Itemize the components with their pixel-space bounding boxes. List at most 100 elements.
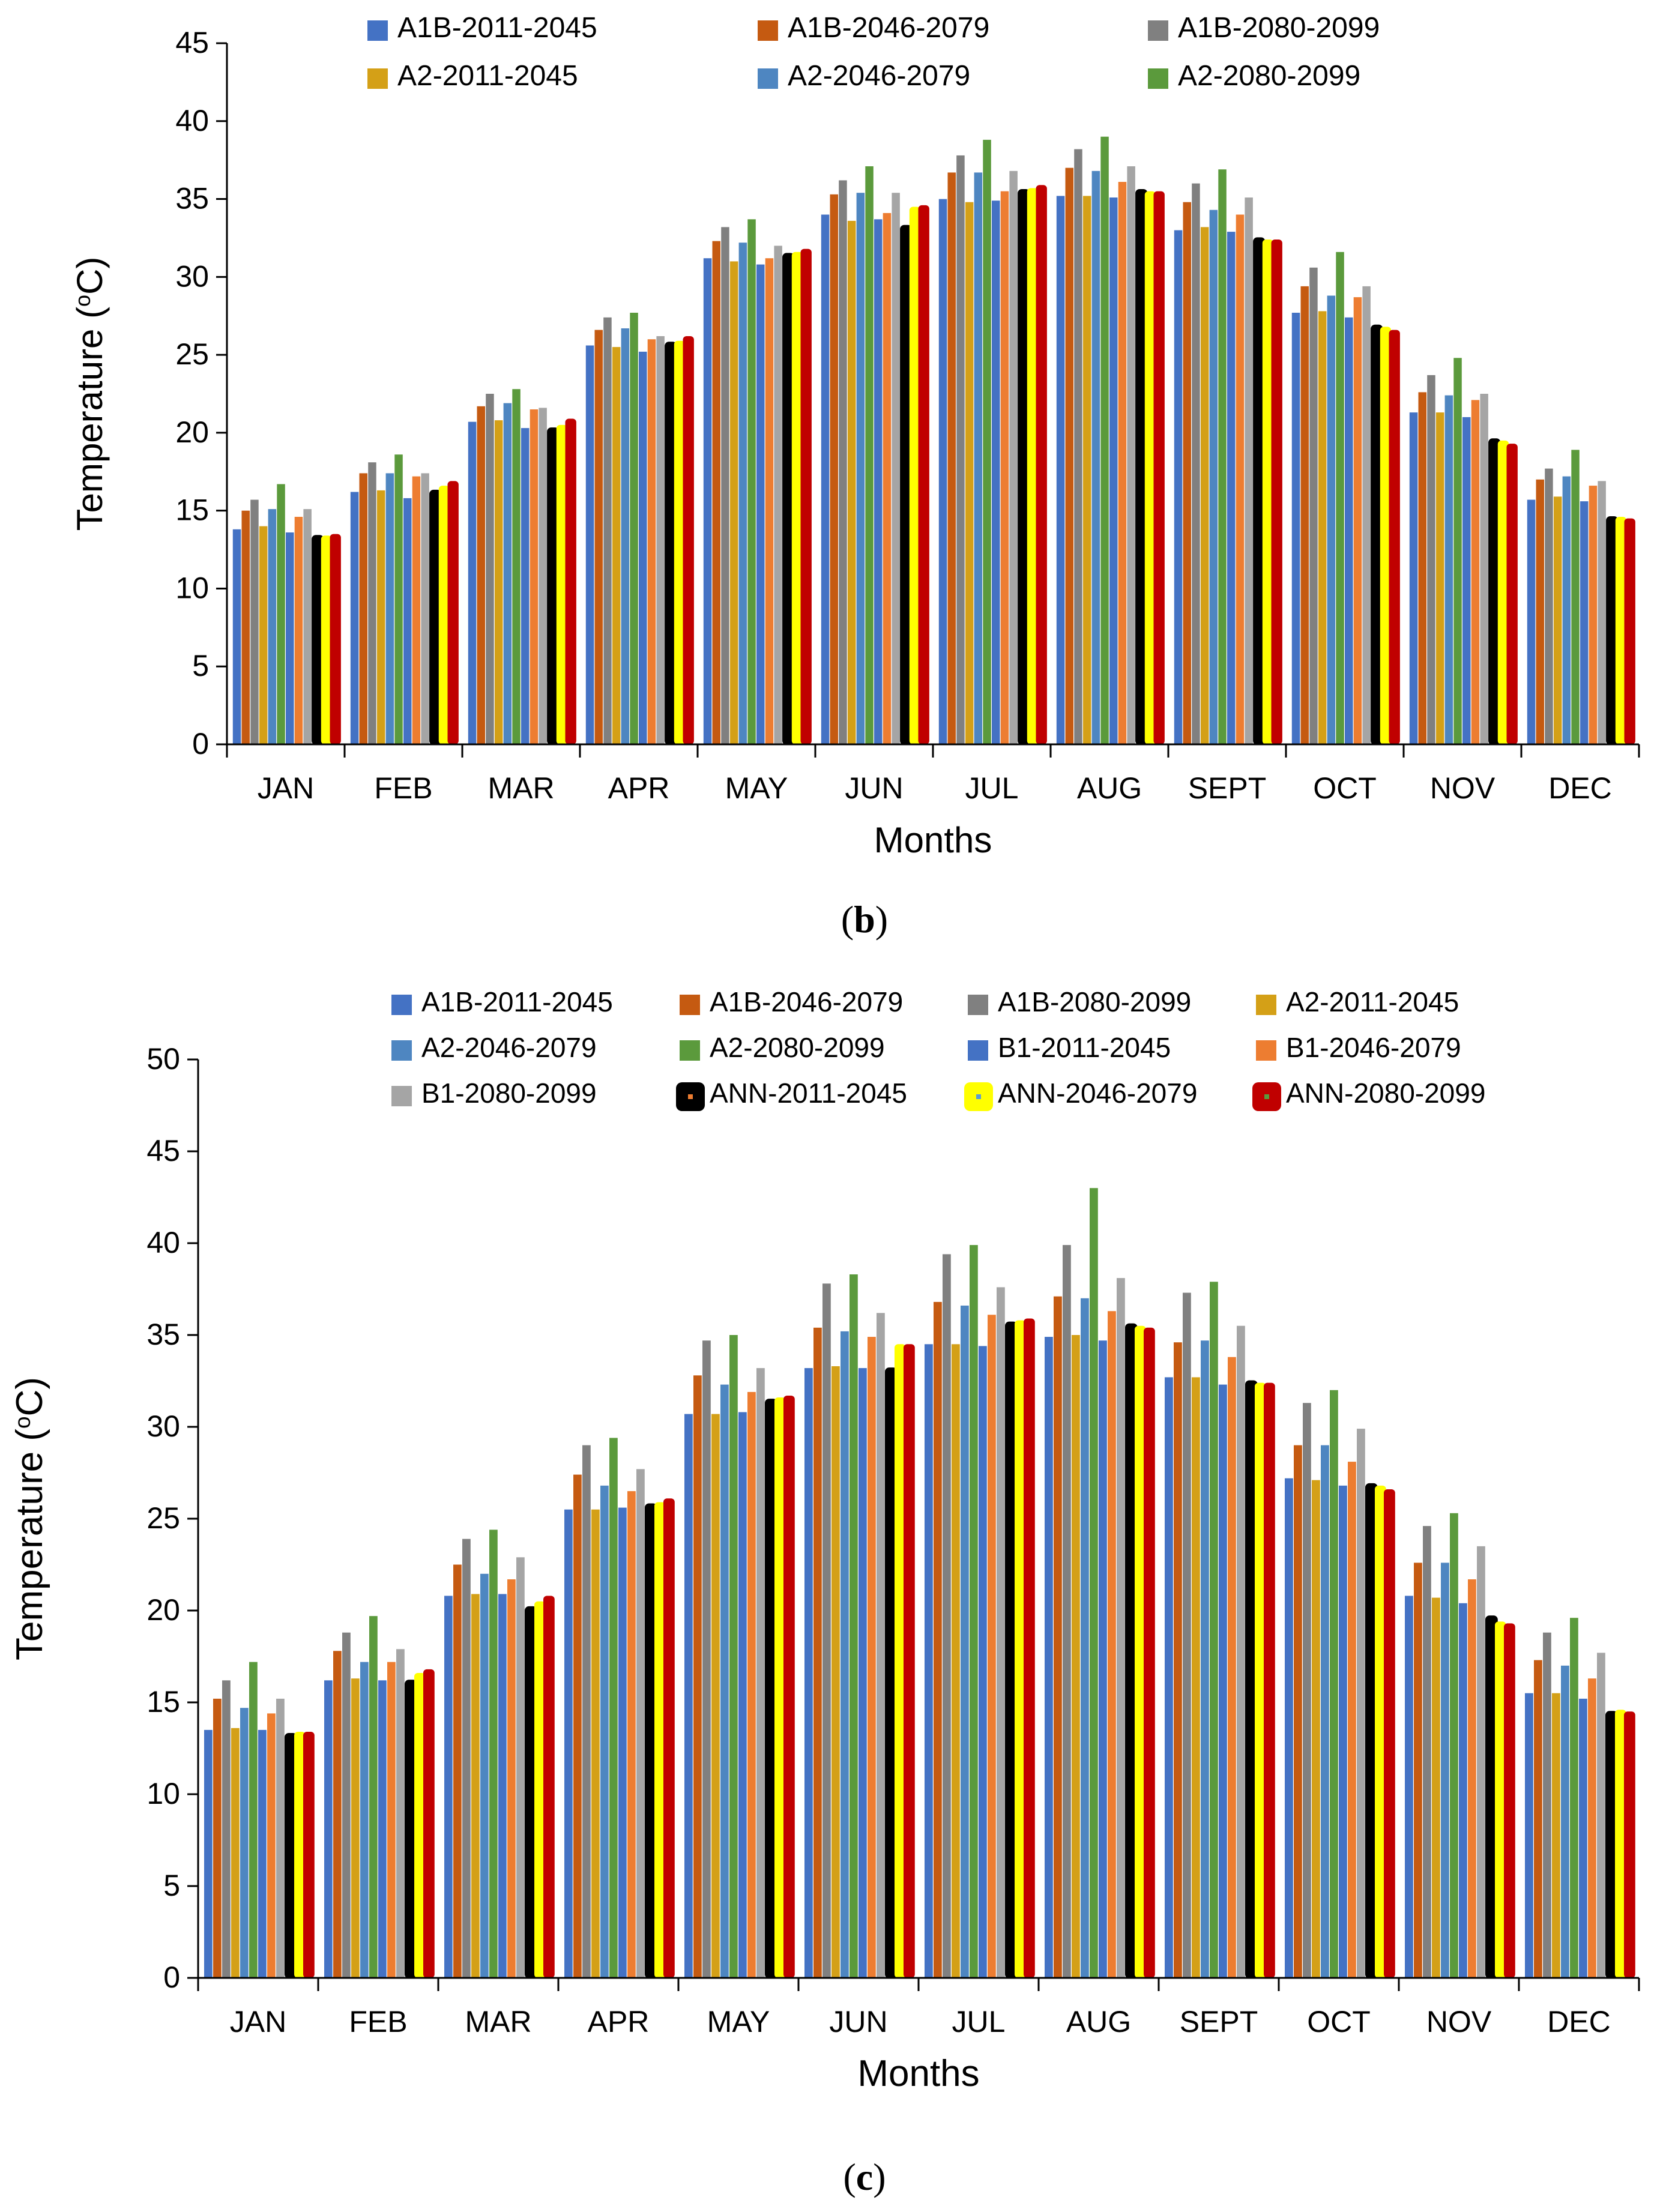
panel-letter-c: c (856, 2156, 874, 2198)
x-tick-label: OCT (1313, 771, 1377, 805)
legend-swatch (758, 68, 778, 89)
legend-entry-label: A1B-2046-2079 (788, 12, 989, 44)
bar-b1-2011-2045-nov (1459, 1603, 1467, 1978)
y-tick-label: 15 (175, 493, 209, 527)
bar-series-11-sept (1271, 240, 1282, 744)
bar-series-10-jan (321, 535, 333, 744)
bar-a2-2080-2099-sept (1210, 1282, 1218, 1978)
bar-series-8-aug (1127, 166, 1135, 744)
legend-entry-label: A2-2011-2045 (397, 60, 578, 92)
bar-series-7-may (765, 258, 774, 744)
bar-ann-2046-2079-sept (1255, 1382, 1266, 1978)
bar-a1b-2080-2099-sept (1183, 1292, 1191, 1978)
bar-a1b-2011-2045-mar (468, 421, 477, 744)
bar-a1b-2080-2099-dec (1543, 1632, 1551, 1978)
bar-b1-2080-2099-may (756, 1368, 765, 1978)
bar-a1b-2080-2099-jul (943, 1254, 951, 1978)
bar-a1b-2046-2079-jun (813, 1327, 822, 1978)
bar-b1-2080-2099-aug (1117, 1278, 1125, 1978)
y-tick-label: 30 (146, 1409, 180, 1443)
bar-a1b-2080-2099-apr (582, 1445, 591, 1978)
bar-a1b-2011-2045-oct (1291, 313, 1300, 744)
bar-a2-2046-2079-aug (1091, 170, 1100, 744)
bar-a2-2011-2045-oct (1312, 1480, 1320, 1978)
legend: A1B-2011-2045 A1B-2046-2079 A1B-2080-2099 A… (367, 12, 1380, 92)
bar-a1b-2046-2079-jul (947, 172, 956, 744)
bar-ann-2046-2079-oct (1375, 1485, 1386, 1978)
bar-a2-2046-2079-jan (268, 509, 277, 744)
bar-ann-2046-2079-nov (1495, 1621, 1506, 1978)
bar-a1b-2046-2079-jun (830, 194, 838, 744)
legend-swatch (367, 68, 388, 89)
bar-a1b-2080-2099-may (721, 227, 729, 744)
bar-ann-2080-2099-feb (423, 1669, 435, 1978)
bar-series-8-nov (1480, 394, 1488, 744)
bar-series-7-jan (294, 517, 303, 744)
legend-entry-label: A1B-2011-2045 (397, 12, 597, 44)
bar-a2-2046-2079-oct (1321, 1445, 1329, 1978)
bar-a2-2046-2079-dec (1562, 476, 1571, 744)
bar-a2-2046-2079-mar (480, 1573, 489, 1978)
bar-series-7-jul (1000, 191, 1009, 745)
bar-a2-2011-2045-mar (471, 1594, 480, 1978)
bar-series-10-may (791, 252, 803, 744)
bar-a1b-2080-2099-oct (1309, 267, 1318, 744)
bar-a2-2080-2099-may (747, 219, 756, 744)
bar-a2-2011-2045-aug (1082, 196, 1091, 744)
legend-entry-label: B1-2080-2099 (421, 1077, 597, 1109)
bar-series-7-oct (1353, 297, 1362, 745)
bar-a1b-2046-2079-aug (1065, 167, 1073, 745)
bar-series-8-jun (892, 193, 900, 744)
bar-a2-2046-2079-jun (841, 1331, 849, 1978)
bar-series-6-feb (403, 498, 412, 744)
bar-a1b-2011-2045-apr (564, 1509, 573, 1978)
bar-a1b-2011-2045-dec (1527, 499, 1536, 744)
bars (204, 1188, 1635, 1979)
y-tick-label: 45 (175, 26, 209, 59)
bars (232, 136, 1635, 746)
y-tick-label: 25 (175, 337, 209, 371)
bar-series-7-feb (412, 476, 421, 744)
bar-b1-2011-2045-apr (618, 1507, 627, 1978)
bar-a1b-2080-2099-nov (1423, 1526, 1431, 1978)
bar-series-7-aug (1118, 182, 1127, 744)
bar-ann-2080-2099-jul (1024, 1318, 1035, 1978)
bar-a2-2011-2045-nov (1435, 412, 1444, 744)
bar-series-11-jun (918, 205, 929, 744)
bar-a1b-2046-2079-feb (333, 1651, 342, 1978)
bar-series-11-apr (683, 336, 694, 744)
bar-series-11-may (800, 249, 812, 745)
x-tick-label: FEB (374, 771, 432, 805)
bar-series-6-sept (1227, 232, 1236, 745)
bar-a2-2011-2045-oct (1318, 311, 1327, 744)
x-axis-title: Months (857, 2053, 979, 2094)
legend-swatch (758, 20, 778, 41)
bar-ann-2046-2079-feb (414, 1673, 426, 1978)
bar-a1b-2080-2099-may (702, 1340, 711, 1978)
bar-series-8-feb (421, 473, 429, 744)
legend-swatch-dot (1264, 1094, 1269, 1099)
bar-a2-2080-2099-dec (1570, 1618, 1578, 1978)
bar-a2-2011-2045-jul (965, 202, 974, 744)
legend-swatch (391, 1040, 412, 1061)
bar-a1b-2046-2079-may (693, 1375, 702, 1978)
bar-ann-2080-2099-dec (1624, 1711, 1635, 1978)
bar-a1b-2046-2079-dec (1536, 479, 1544, 744)
bar-series-6-dec (1580, 501, 1589, 744)
bar-a2-2080-2099-dec (1571, 450, 1580, 744)
y-tick-label: 45 (146, 1134, 180, 1168)
bar-a1b-2011-2045-aug (1045, 1337, 1053, 1978)
y-tick-label: 35 (146, 1318, 180, 1351)
bar-a2-2011-2045-dec (1552, 1693, 1560, 1978)
bar-a1b-2046-2079-jul (934, 1301, 942, 1978)
bar-b1-2046-2079-jun (868, 1337, 876, 1978)
bar-series-8-sept (1245, 197, 1253, 744)
y-tick-label: 10 (175, 571, 209, 604)
legend-swatch (1148, 68, 1168, 89)
legend-entry-label: ANN-2011-2045 (710, 1077, 907, 1109)
y-tick-label: 0 (163, 1960, 180, 1994)
bar-a1b-2011-2045-sept (1174, 230, 1183, 744)
bar-b1-2080-2099-dec (1597, 1653, 1605, 1978)
bar-a2-2011-2045-sept (1192, 1377, 1200, 1978)
bar-a1b-2080-2099-jan (222, 1680, 231, 1978)
